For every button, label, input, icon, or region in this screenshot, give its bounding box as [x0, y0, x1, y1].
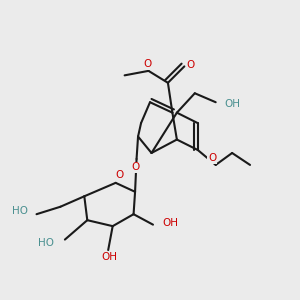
Text: O: O	[131, 162, 139, 172]
Text: OH: OH	[102, 253, 118, 262]
Text: O: O	[115, 170, 123, 180]
Text: HO: HO	[12, 206, 28, 216]
Text: O: O	[208, 153, 216, 164]
Text: HO: HO	[38, 238, 54, 248]
Text: OH: OH	[162, 218, 178, 228]
Text: OH: OH	[225, 99, 241, 109]
Text: O: O	[186, 60, 194, 70]
Text: O: O	[143, 59, 151, 69]
